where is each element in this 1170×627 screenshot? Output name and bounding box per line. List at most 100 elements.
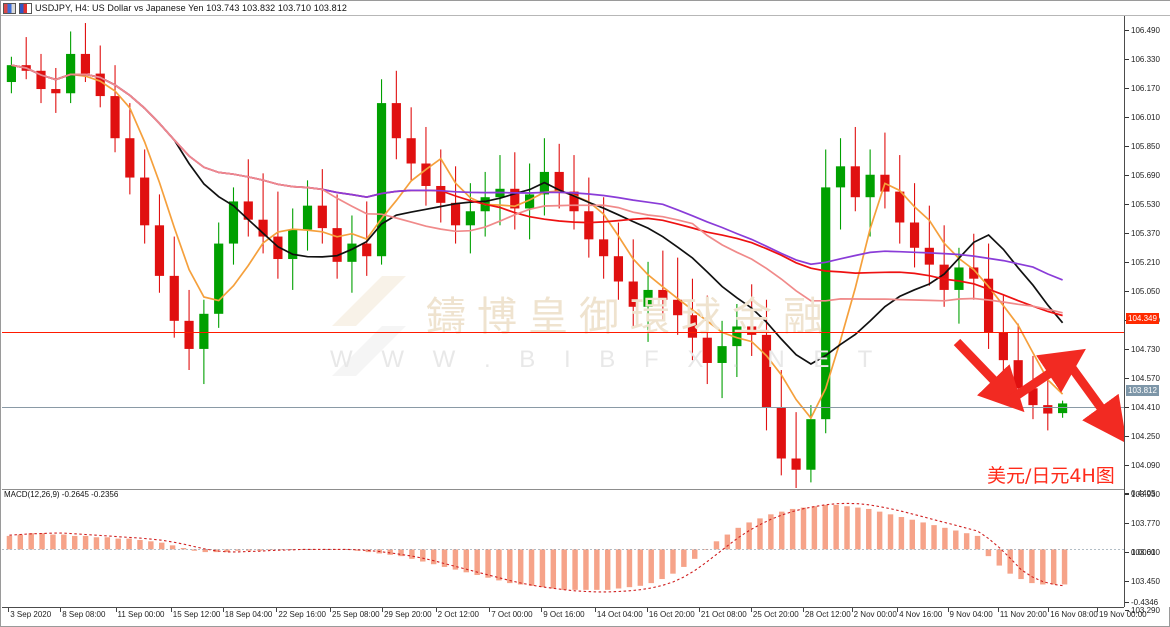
time-tick-mark (698, 608, 700, 612)
time-tick: 11 Sep 00:00 (117, 610, 165, 619)
time-tick-mark (897, 608, 899, 612)
macd-histogram-bar (615, 549, 622, 589)
macd-histogram-bar (1018, 549, 1024, 580)
forecast-arrows (953, 338, 1124, 444)
macd-tick: -0.4346 (1125, 598, 1158, 607)
chart-window-icon[interactable] (3, 2, 16, 14)
ma-pink (11, 64, 1063, 314)
price-tick: 105.050 (1125, 287, 1160, 296)
time-tick: 16 Oct 20:00 (648, 610, 695, 619)
macd-histogram-bar (354, 549, 361, 551)
macd-histogram-bar (844, 506, 850, 550)
current-price-badge: 103.812 (1126, 385, 1159, 396)
time-tick: 16 Nov 08:00 (1050, 610, 1098, 619)
macd-histogram-bar (28, 533, 34, 550)
macd-histogram-bar (996, 549, 1003, 566)
time-tick: 9 Oct 16:00 (543, 610, 585, 619)
macd-indicator-pane[interactable] (2, 489, 1124, 608)
macd-histogram-bar (159, 542, 165, 550)
chart-title-bar: USDJPY, H4: US Dollar vs Japanese Yen 10… (1, 1, 1170, 16)
time-tick: 2 Nov 00:00 (853, 610, 897, 619)
macd-histogram-bar (420, 549, 426, 562)
chart-caption: 美元/日元4H图 (987, 465, 1115, 487)
ma-orange (11, 64, 1064, 420)
macd-histogram-bar (528, 549, 535, 586)
time-tick-mark (435, 608, 437, 612)
time-tick: 2 Oct 12:00 (437, 610, 479, 619)
chart-window-icon-2[interactable] (19, 2, 32, 14)
macd-histogram-bar (430, 549, 437, 565)
macd-histogram-bar (1007, 549, 1013, 574)
price-tick: 104.410 (1125, 403, 1160, 412)
macd-histogram-bar (768, 514, 774, 550)
resistance-price-badge: 104.349 (1126, 313, 1159, 324)
macd-histogram-bar (702, 549, 709, 550)
macd-histogram-bar (452, 549, 459, 570)
macd-series (2, 502, 1124, 593)
time-tick: 25 Sep 08:00 (332, 610, 380, 619)
time-tick-mark (170, 608, 172, 612)
macd-histogram-bar (811, 506, 818, 550)
time-tick-mark (802, 608, 804, 612)
price-tick: 103.450 (1125, 577, 1160, 586)
macd-histogram-bar (735, 527, 741, 550)
price-tick: 103.290 (1125, 606, 1160, 615)
macd-histogram-bar (648, 549, 654, 584)
arrow-up-1 (1007, 348, 1086, 404)
time-tick-mark (594, 608, 596, 612)
price-tick: 105.210 (1125, 258, 1160, 267)
macd-histogram-bar (931, 525, 937, 550)
macd-histogram-bar (202, 549, 208, 553)
arrow-down-2 (1063, 358, 1124, 444)
support-line (2, 407, 1124, 408)
time-tick: 11 Nov 20:00 (999, 610, 1047, 619)
macd-histogram-bar (681, 549, 687, 567)
macd-tick: 0.4405 (1125, 489, 1155, 498)
macd-histogram-bar (572, 549, 578, 590)
time-tick-mark (382, 608, 383, 612)
time-tick-mark (276, 608, 278, 612)
macd-histogram-bar (82, 535, 89, 550)
macd-histogram-bar (126, 538, 132, 550)
macd-label: MACD(12,26,9) -0.2645 -0.2356 (4, 490, 119, 499)
macd-histogram-bar (137, 539, 143, 550)
macd-histogram-bar (71, 535, 78, 550)
time-tick-mark (330, 608, 331, 612)
time-axis[interactable]: 3 Sep 2020 8 Sep 08:00 11 Sep 00:00 15 Sep … (2, 607, 1147, 626)
macd-histogram-bar (6, 535, 13, 550)
macd-histogram-bar (1029, 549, 1035, 584)
macd-histogram-bar (474, 549, 480, 576)
macd-histogram-bar (256, 549, 263, 551)
macd-histogram-bar (974, 535, 981, 550)
macd-tick: 0.0000 (1125, 548, 1155, 557)
macd-histogram-bar (692, 549, 698, 559)
time-tick-mark (60, 608, 62, 612)
price-tick: 104.250 (1125, 432, 1160, 441)
price-tick: 106.010 (1125, 113, 1160, 122)
time-tick-mark (750, 608, 752, 612)
macd-histogram-bar (724, 534, 731, 550)
time-tick: 21 Oct 08:00 (700, 610, 747, 619)
time-tick-mark (1048, 608, 1050, 612)
macd-histogram-bar (789, 508, 796, 550)
price-chart-pane[interactable]: 鑄博皇御環球金融 W W W . B I B F X . N E T (2, 16, 1124, 488)
macd-histogram-bar (507, 549, 513, 584)
macd-histogram-bar (953, 530, 959, 550)
price-tick: 105.370 (1125, 229, 1160, 238)
macd-histogram-bar (626, 549, 633, 588)
macd-histogram-bar (235, 549, 241, 551)
time-tick: 25 Oct 20:00 (752, 610, 799, 619)
macd-histogram-bar (441, 549, 448, 567)
price-axis[interactable]: 106.490 106.330 106.170 106.010 105.850 105.6… (1124, 16, 1170, 615)
candlestick-series (6, 23, 1068, 488)
macd-histogram-bar (246, 549, 252, 551)
macd-histogram-bar (942, 527, 948, 550)
macd-histogram-bar (909, 519, 915, 550)
price-tick: 105.690 (1125, 171, 1160, 180)
price-tick: 106.490 (1125, 26, 1160, 35)
price-tick: 104.090 (1125, 461, 1160, 470)
macd-histogram-bar (1050, 549, 1057, 585)
macd-histogram-bar (963, 533, 970, 550)
macd-histogram-bar (115, 538, 121, 550)
macd-histogram-bar (670, 549, 676, 574)
